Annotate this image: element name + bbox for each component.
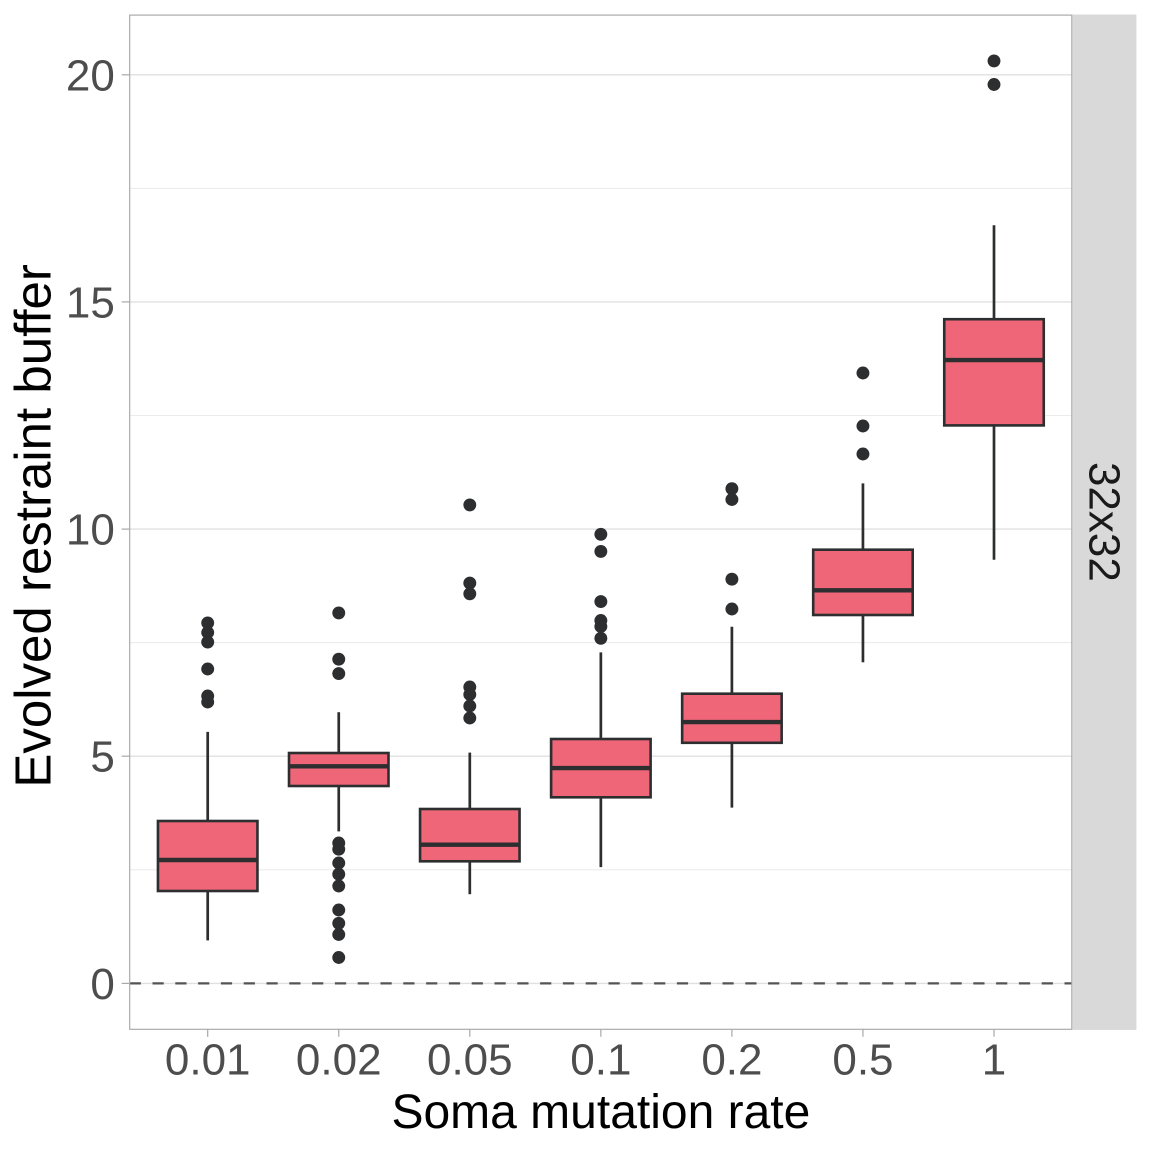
- svg-text:0.2: 0.2: [701, 1036, 762, 1085]
- svg-text:0: 0: [90, 960, 114, 1009]
- svg-text:0.01: 0.01: [165, 1036, 251, 1085]
- svg-text:0.1: 0.1: [570, 1036, 631, 1085]
- svg-text:Evolved restraint buffer: Evolved restraint buffer: [5, 264, 62, 788]
- svg-text:1: 1: [982, 1036, 1006, 1085]
- svg-text:0.5: 0.5: [832, 1036, 893, 1085]
- svg-text:20: 20: [66, 51, 115, 100]
- svg-text:5: 5: [90, 733, 114, 782]
- svg-text:32x32: 32x32: [1079, 462, 1128, 582]
- svg-text:10: 10: [66, 506, 115, 555]
- svg-text:15: 15: [66, 278, 115, 327]
- svg-text:0.02: 0.02: [296, 1036, 382, 1085]
- svg-text:0.05: 0.05: [427, 1036, 513, 1085]
- svg-text:Soma mutation rate: Soma mutation rate: [391, 1086, 810, 1139]
